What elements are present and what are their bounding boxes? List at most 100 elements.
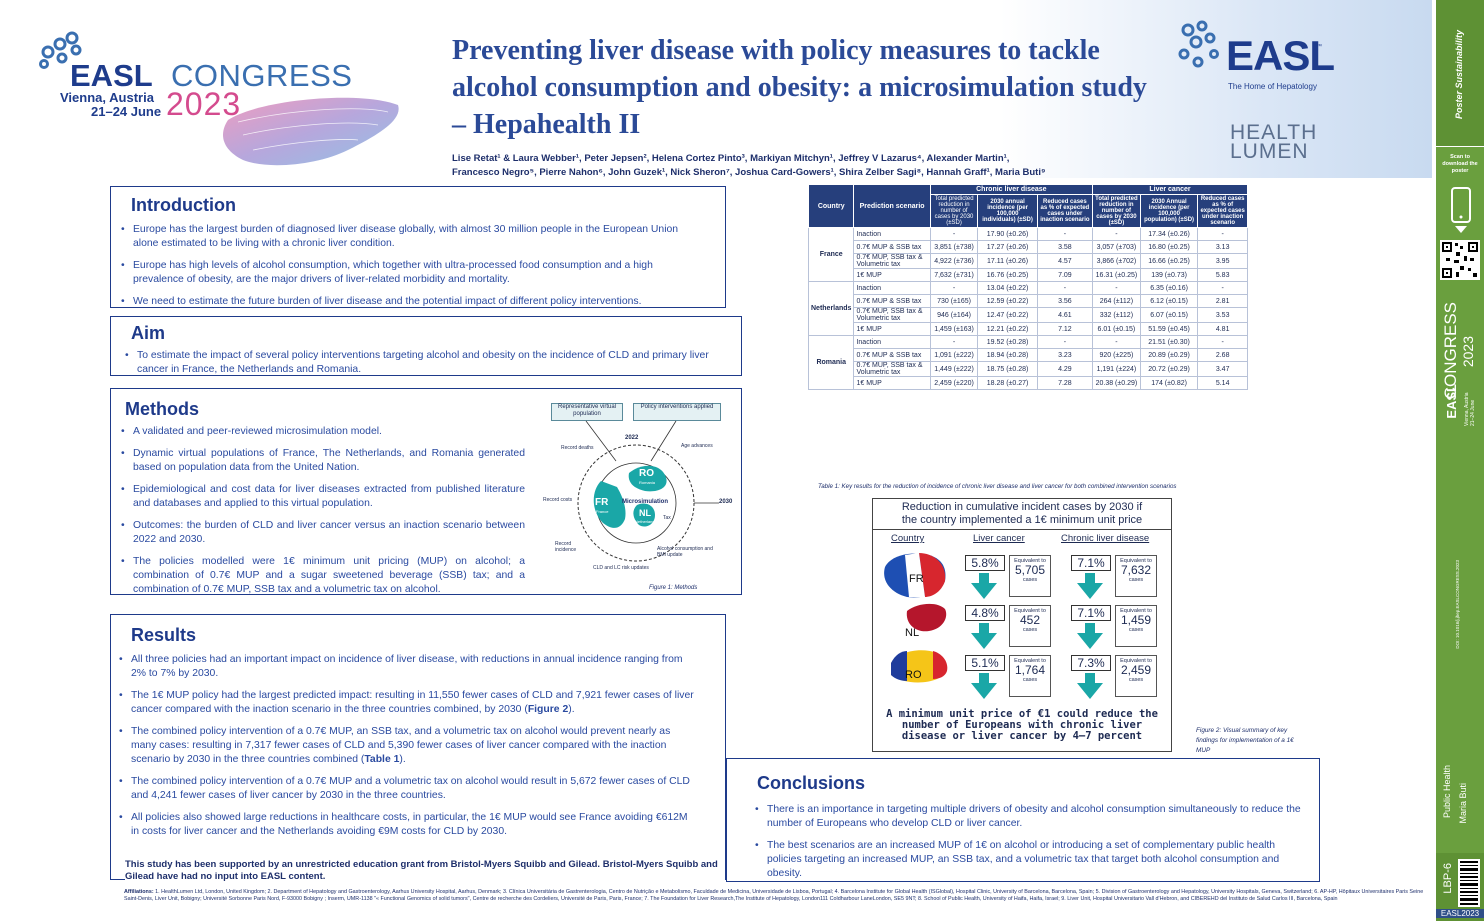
table-cell-lc-pct: -	[1197, 281, 1248, 295]
table-cell-scenario: Inaction	[853, 335, 931, 349]
methods-bullet-5: The policies modelled were 1€ minimum un…	[121, 555, 525, 597]
results-table-body: France Inaction -17.90 (±0.26) - -17.34 (±0.…	[807, 227, 1248, 390]
table-cell-scenario: 0.7€ MUP & SSB tax	[853, 294, 931, 308]
table-cell-lc-total: 920 (±225)	[1091, 348, 1141, 362]
table-row: 0.7€ MUP & SSB tax 1,091 (±222) 18.94 (±0.…	[809, 348, 1248, 362]
th-group-cld: Chronic liver disease	[929, 184, 1093, 195]
funding-statement: This study has been supported by an unre…	[125, 859, 725, 883]
conclusions-bullet-1: There is an importance in targeting mult…	[755, 803, 1307, 831]
table-cell-cld-total: -	[929, 227, 979, 241]
easl-tagline: The Home of Hepatology	[1228, 82, 1317, 91]
cases-number: 5,705	[1014, 563, 1046, 577]
equivalent-label: Equivalent to	[1120, 658, 1152, 664]
table-cell-cld-total: -	[929, 335, 979, 349]
table-cell-lc-total: 20.38 (±0.29)	[1091, 376, 1141, 390]
aim-title: Aim	[131, 323, 166, 343]
table-cell-lc-total: 1,191 (±224)	[1091, 361, 1141, 377]
results-bullet-2: The 1€ MUP policy had the largest predic…	[119, 689, 695, 717]
scan-text: Scan to download the poster	[1442, 154, 1478, 174]
table-cell-cld-total: 1,449 (±222)	[929, 361, 979, 377]
figure-2-title: Reduction in cumulative incident cases b…	[873, 501, 1171, 527]
header-background	[1000, 0, 1432, 178]
poster-sidebar: Poster Sustainability Scan to download t…	[1436, 0, 1484, 921]
results-table-container: Country Prediction scenario Chronic live…	[807, 184, 1249, 390]
pct-box-lc: 5.1%	[965, 655, 1005, 671]
pct-box-cld: 7.1%	[1071, 605, 1111, 621]
microsimulation-label: Microsimulation	[622, 499, 669, 505]
table-cell-lc-inc: 6.12 (±0.15)	[1139, 294, 1199, 308]
download-panel[interactable]: Scan to download the poster	[1436, 150, 1484, 290]
equivalent-box-lc: Equivalent to 1,764 cases	[1009, 655, 1051, 697]
table-cell-cld-inc: 18.75 (±0.28)	[977, 361, 1038, 377]
figure-2-caption: Figure 2: Visual summary of key findings…	[1196, 727, 1294, 754]
label-record-deaths: Record deaths	[561, 445, 594, 451]
qr-code-icon[interactable]	[1440, 240, 1480, 280]
table-cell-scenario: Inaction	[853, 227, 931, 241]
results-bullet-2-end: ).	[568, 704, 575, 715]
table-cell-scenario: 0.7€ MUP, SSB tax & Volumetric tax	[853, 361, 931, 377]
figure-2-col-liver-cancer: Liver cancer	[973, 533, 1025, 544]
results-bullet-3-text: The combined policy intervention of a 0.…	[131, 726, 671, 765]
table-cell-cld-pct: 7.12	[1036, 322, 1093, 336]
cases-label: cases	[1022, 677, 1038, 683]
table-cell-cld-total: -	[929, 281, 979, 295]
table-cell-cld-inc: 19.52 (±0.28)	[977, 335, 1038, 349]
th-lc-total: Total predicted reduction in number of c…	[1091, 194, 1141, 228]
figure-2-footer: A minimum unit price of €1 could reduce …	[873, 709, 1171, 742]
methods-figure: Representative virtual population Policy…	[541, 401, 737, 591]
th-scenario: Prediction scenario	[853, 184, 931, 228]
figure-2-footer-line-2: number of Europeans with chronic liver	[901, 719, 1143, 731]
logo-easl-text: EASL	[70, 58, 153, 93]
poster-id-panel: LBP-6 EASL2023	[1436, 853, 1484, 921]
th-cld-total: Total predicted reduction in number of c…	[929, 194, 979, 228]
th-country: Country	[807, 184, 855, 228]
easl-congress-logo: EASL CONGRESS Vienna, Austria 21–24 June…	[38, 30, 399, 166]
table-country-cell: Netherlands	[807, 281, 855, 336]
sustainability-label: Poster Sustainability	[1454, 30, 1464, 120]
down-arrow-icon	[971, 673, 997, 699]
box-policy-interventions: Policy interventions applied	[633, 403, 721, 421]
table-row: 1€ MUP 7,632 (±731) 16.76 (±0.25) 7.09 16.31…	[809, 268, 1248, 282]
poster-id: LBP-6	[1442, 863, 1454, 894]
down-arrow-icon	[971, 573, 997, 599]
table-row: 0.7€ MUP & SSB tax 3,851 (±738) 17.27 (±0.…	[809, 240, 1248, 254]
down-arrow-icon	[971, 623, 997, 649]
fr-sub-label: France	[596, 509, 609, 514]
logo-dots-icon	[39, 31, 82, 69]
barcode-icon	[1458, 859, 1480, 907]
table-cell-lc-inc: 174 (±0.82)	[1139, 376, 1199, 390]
equivalent-box-cld: Equivalent to 1,459 cases	[1115, 605, 1157, 647]
table-cell-scenario: 0.7€ MUP, SSB tax & Volumetric tax	[853, 253, 931, 269]
table-cell-lc-total: 3,057 (±703)	[1091, 240, 1141, 254]
label-record-incidence: Record incidence	[555, 541, 577, 553]
sustainability-panel[interactable]: Poster Sustainability	[1436, 0, 1484, 147]
liver-illustration-icon	[223, 97, 399, 166]
country-code: FR	[909, 573, 924, 585]
methods-bullets: A validated and peer-reviewed microsimul…	[121, 425, 525, 605]
methods-bullet-1: A validated and peer-reviewed microsimul…	[121, 425, 525, 439]
congress-panel: CONGRESS 2023 EASL Vienna, Austria 21–24…	[1436, 296, 1484, 426]
equivalent-label: Equivalent to	[1120, 608, 1152, 614]
year-2030: 2030	[719, 499, 733, 505]
aim-bullets: To estimate the impact of several policy…	[125, 349, 715, 385]
equivalent-label: Equivalent to	[1120, 558, 1152, 564]
results-bullet-5: All policies also showed large reduction…	[119, 811, 695, 839]
th-cld-incidence: 2030 annual incidence (per 100,000 indiv…	[977, 194, 1038, 228]
year-2022: 2022	[625, 435, 639, 441]
table-cell-lc-pct: 5.14	[1197, 376, 1248, 390]
label-record-costs: Record costs	[543, 497, 573, 503]
table-cell-cld-inc: 18.94 (±0.28)	[977, 348, 1038, 362]
healthlumen-line-1: HEALTH	[1230, 121, 1318, 144]
table-country-cell: France	[807, 227, 855, 282]
affiliations-text: 1. HealthLumen Ltd, London, United Kingd…	[124, 889, 1424, 902]
table-cell-lc-total: 3,866 (±702)	[1091, 253, 1141, 269]
sidebar-congress-place: Vienna, Austria 21–24 June	[1464, 392, 1476, 426]
table-row: 0.7€ MUP & SSB tax 730 (±165) 12.59 (±0.22…	[809, 294, 1248, 308]
introduction-section: Introduction Europe has the largest burd…	[110, 186, 726, 309]
results-bullet-1: All three policies had an important impa…	[119, 653, 695, 681]
table-cell-lc-inc: 51.59 (±0.45)	[1139, 322, 1199, 336]
table-cell-lc-inc: 16.80 (±0.25)	[1139, 240, 1199, 254]
results-title: Results	[131, 625, 197, 645]
label-tax: Tax	[663, 515, 671, 521]
table-cell-cld-pct: -	[1036, 281, 1093, 295]
